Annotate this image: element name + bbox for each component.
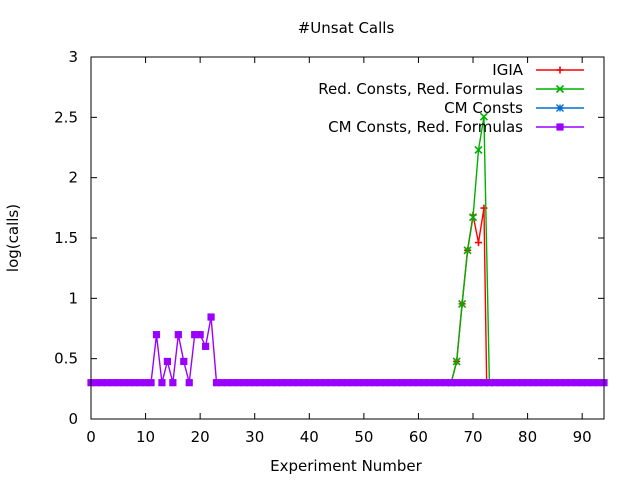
x-marker xyxy=(468,213,478,222)
chart-title: #Unsat Calls xyxy=(298,19,395,37)
y-tick-label: 1 xyxy=(68,289,78,307)
legend-label: CM Consts xyxy=(444,99,523,117)
x-tick-label: 50 xyxy=(354,428,373,446)
y-axis-label: log(calls) xyxy=(4,204,22,272)
series-3 xyxy=(87,313,608,387)
square-marker xyxy=(185,379,193,387)
x-marker xyxy=(474,145,483,154)
x-tick-label: 90 xyxy=(573,428,592,446)
square-marker xyxy=(202,342,210,350)
series-line xyxy=(91,316,604,384)
series-line xyxy=(450,116,491,383)
star-marker xyxy=(556,104,564,112)
legend-label: Red. Consts, Red. Formulas xyxy=(318,80,523,98)
square-marker xyxy=(158,379,166,387)
x-marker xyxy=(555,84,565,94)
x-marker xyxy=(452,357,461,366)
x-marker xyxy=(479,112,489,121)
y-tick-label: 1.5 xyxy=(54,229,78,247)
x-tick-label: 10 xyxy=(136,428,155,446)
legend-label: IGIA xyxy=(492,61,523,79)
square-marker xyxy=(152,331,161,339)
legend-label: CM Consts, Red. Formulas xyxy=(328,118,523,136)
square-marker xyxy=(180,357,188,366)
square-marker xyxy=(147,379,155,387)
square-marker xyxy=(174,331,182,339)
y-tick-label: 2 xyxy=(68,169,78,187)
y-tick-label: 3 xyxy=(68,48,78,66)
y-tick-label: 0 xyxy=(68,410,78,428)
plus-marker xyxy=(556,66,564,74)
x-tick-label: 80 xyxy=(518,428,537,446)
square-marker xyxy=(169,379,177,387)
y-tick-label: 2.5 xyxy=(54,108,78,126)
x-tick-label: 40 xyxy=(300,428,319,446)
x-marker xyxy=(463,246,472,255)
x-tick-label: 30 xyxy=(245,428,264,446)
plot-frame xyxy=(90,56,605,420)
square-marker xyxy=(556,123,564,131)
x-tick-label: 70 xyxy=(463,428,482,446)
x-tick-label: 0 xyxy=(86,428,96,446)
x-axis-label: Experiment Number xyxy=(270,457,423,475)
axis-ticks: 0 10 20 30 40 50 60 70 80 90 0 0.5 1 1.5 2 2.5 3 xyxy=(54,48,604,446)
plus-marker xyxy=(474,239,482,247)
plot-area xyxy=(87,112,608,387)
y-tick-label: 0.5 xyxy=(54,350,78,368)
x-tick-label: 20 xyxy=(191,428,210,446)
square-marker xyxy=(196,331,204,339)
x-tick-label: 60 xyxy=(409,428,428,446)
square-marker xyxy=(207,313,215,321)
square-marker xyxy=(163,357,172,366)
x-marker xyxy=(458,299,467,308)
